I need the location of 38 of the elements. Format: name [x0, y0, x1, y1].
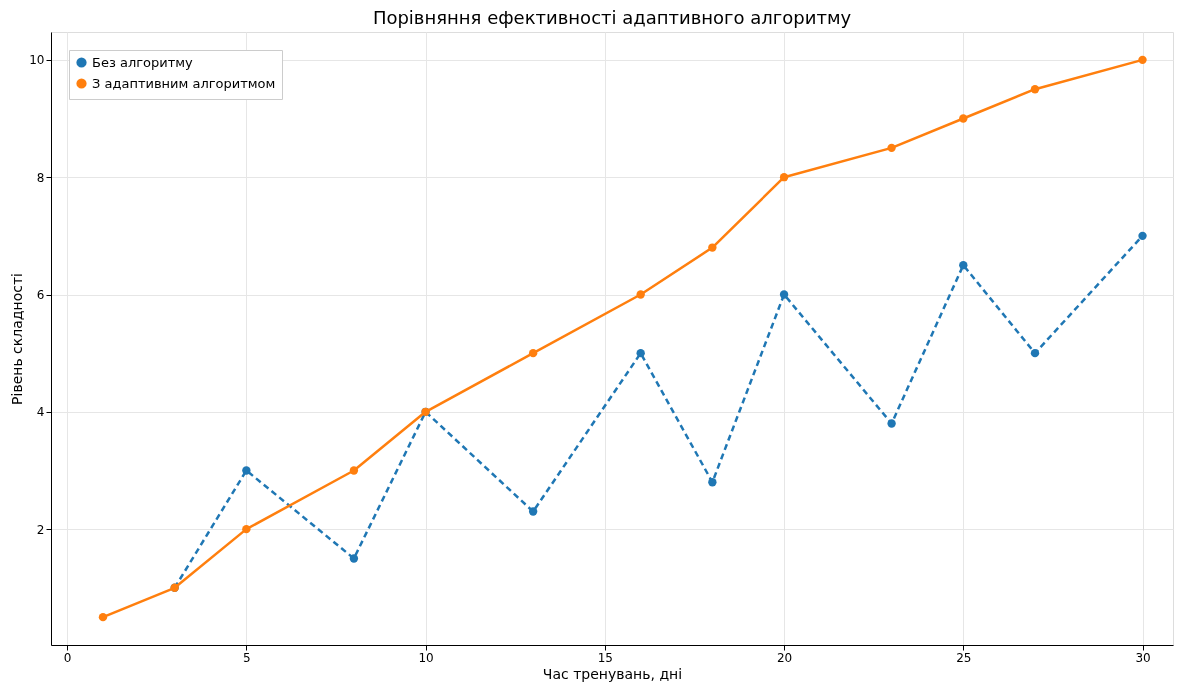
point: [708, 478, 717, 487]
point: [349, 554, 359, 563]
point: [98, 612, 108, 622]
y-tick-label: 4: [36, 405, 45, 420]
point: [1030, 348, 1040, 358]
x-tick-label: 5: [243, 650, 251, 665]
point: [528, 507, 538, 516]
y-tick-label: 10: [29, 53, 45, 68]
point: [1138, 55, 1147, 65]
x-tick-label: 20: [776, 650, 793, 665]
x-tick-label: 10: [418, 650, 434, 665]
x-tick-label: 15: [597, 650, 613, 665]
x-tick-label: 25: [956, 650, 972, 665]
point: [959, 114, 968, 123]
x-axis-title: Час тренувань, дні: [542, 665, 683, 682]
point: [636, 348, 645, 358]
point: [779, 173, 789, 182]
point: [349, 466, 359, 475]
legend-label: З адаптивним алгоритмом: [92, 75, 276, 91]
point: [528, 348, 538, 358]
y-tick-label: 6: [36, 288, 45, 302]
x-tick-label: 0: [63, 650, 72, 665]
point: [242, 466, 251, 475]
y-tick-label: 8: [36, 170, 45, 185]
point: [887, 143, 896, 153]
point: [636, 290, 645, 299]
y-axis-title: Рівень складності: [9, 273, 26, 405]
legend-label: Без алгоритму: [92, 54, 194, 70]
point: [1138, 231, 1147, 241]
x-tick-label: 30: [1135, 650, 1151, 665]
point: [708, 243, 717, 252]
point: [242, 524, 251, 534]
chart-title: Порівняння ефективності адаптивного алгоритму: [372, 7, 852, 28]
y-tick-label: 2: [36, 522, 45, 537]
point: [779, 290, 789, 299]
point: [959, 261, 968, 270]
point: [1030, 85, 1040, 94]
point: [887, 419, 896, 428]
